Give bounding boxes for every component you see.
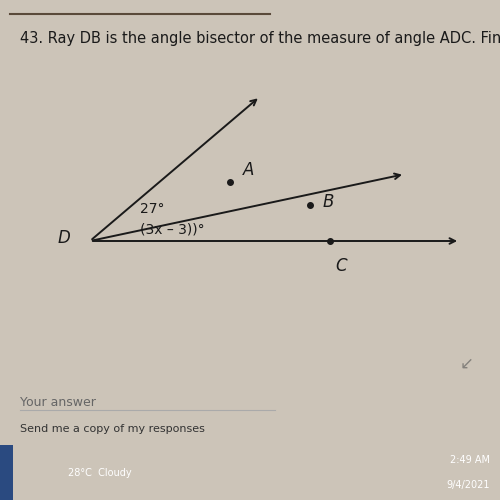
Text: ↙: ↙ [460,354,474,372]
Text: Your answer: Your answer [20,396,96,409]
Text: D: D [58,229,70,247]
Text: C: C [335,257,346,275]
Bar [0,445,12,500]
Text: 43. Ray DB is the angle bisector of the measure of angle ADC. Find the value of : 43. Ray DB is the angle bisector of the … [20,30,500,46]
Text: (3x – 3))°: (3x – 3))° [140,222,204,236]
Text: 27°: 27° [140,202,164,216]
Text: Send me a copy of my responses: Send me a copy of my responses [20,424,205,434]
Text: A: A [242,161,254,179]
Text: 28°C  Cloudy: 28°C Cloudy [68,468,132,477]
Text: 2:49 AM: 2:49 AM [450,456,490,466]
Text: 9/4/2021: 9/4/2021 [446,480,490,490]
Text: B: B [322,193,334,211]
